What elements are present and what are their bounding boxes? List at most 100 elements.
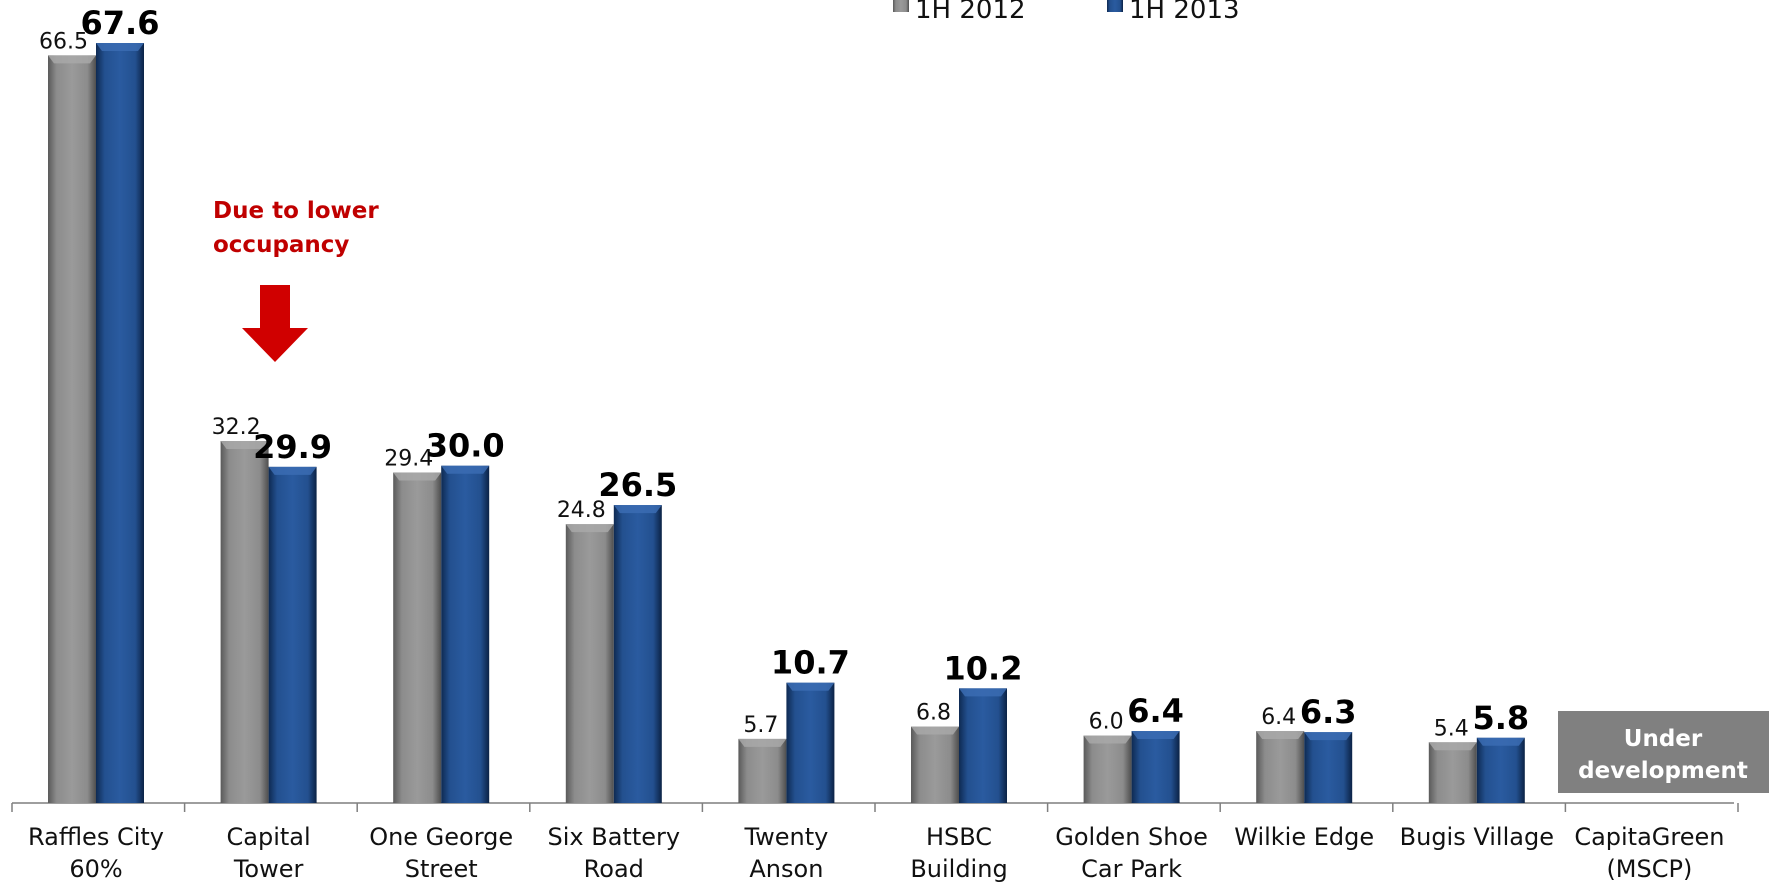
- bar-1h-2013: [786, 682, 835, 803]
- category-label: HSBC: [926, 823, 992, 851]
- occupancy-note-line2: occupancy: [213, 232, 349, 258]
- category-label: Bugis Village: [1400, 823, 1554, 851]
- value-label-2013: 29.9: [253, 428, 332, 466]
- bar-cap: [220, 440, 269, 449]
- bar-1h-2012: [565, 524, 614, 803]
- bar-body: [1304, 732, 1353, 803]
- bar-cap: [738, 738, 787, 747]
- bar-cap: [613, 505, 662, 514]
- bar-1h-2013: [959, 688, 1007, 803]
- value-label-2012: 24.8: [557, 498, 606, 523]
- bar-1h-2012: [393, 472, 442, 803]
- bars: [48, 43, 1525, 803]
- category-label: Wilkie Edge: [1234, 823, 1374, 851]
- bar-1h-2012: [1256, 731, 1305, 803]
- bar-1h-2013: [96, 43, 144, 803]
- value-labels: 66.567.6 32.229.9 29.430.0 24.826.5 5.7 10.7 6…: [39, 4, 1529, 741]
- legend-label-2013: 1H 2013: [1129, 0, 1240, 25]
- bar-1h-2012: [220, 440, 269, 803]
- bar-body: [96, 43, 144, 803]
- value-label-2012: 6.8: [916, 701, 951, 726]
- bar-cap: [959, 688, 1007, 697]
- legend: 1H 2012 1H 2013: [893, 0, 1240, 25]
- category-label: Six Battery: [548, 823, 681, 851]
- bar-1h-2012: [1083, 735, 1132, 803]
- bar-1h-2013: [441, 465, 490, 803]
- category-label: CapitaGreen: [1574, 823, 1724, 851]
- bar-1h-2013: [1131, 731, 1180, 803]
- category-labels: Raffles City 60% Capital Tower One George Str…: [28, 823, 1724, 883]
- bar-1h-2012: [1428, 742, 1477, 803]
- bar-1h-2013: [268, 466, 317, 803]
- value-label-2013: 5.8: [1472, 699, 1529, 737]
- category-label: Car Park: [1081, 855, 1182, 883]
- bar-body: [613, 505, 662, 803]
- development-box: Under development: [1558, 711, 1769, 793]
- bar-body: [1428, 742, 1477, 803]
- category-label: (MSCP): [1606, 855, 1692, 883]
- bar-body: [48, 55, 96, 803]
- bar-body: [441, 465, 490, 803]
- bar-body: [268, 466, 317, 803]
- category-label: Capital: [227, 823, 311, 851]
- category-label: Road: [584, 855, 644, 883]
- bar-cap: [1304, 732, 1353, 741]
- development-box-bg: [1558, 711, 1769, 793]
- category-label: One George: [369, 823, 513, 851]
- bar-body: [738, 738, 787, 803]
- bar-1h-2012: [738, 738, 787, 803]
- bar-1h-2012: [911, 726, 959, 803]
- bar-1h-2013: [613, 505, 662, 803]
- category-label: Tower: [233, 855, 304, 883]
- category-label: 60%: [69, 855, 122, 883]
- legend-label-2012: 1H 2012: [915, 0, 1026, 25]
- value-label-2013: 10.7: [771, 644, 850, 682]
- category-label: Raffles City: [28, 823, 164, 851]
- bar-cap: [96, 43, 144, 51]
- development-note-line2: development: [1578, 758, 1748, 784]
- bar-cap: [1131, 731, 1180, 740]
- bar-cap: [1476, 737, 1525, 746]
- bar-cap: [1256, 731, 1305, 740]
- category-label: Twenty: [743, 823, 828, 851]
- value-label-2013: 6.4: [1127, 692, 1184, 730]
- category-label: Building: [910, 855, 1007, 883]
- bar-cap: [1083, 735, 1132, 744]
- bar-body: [1131, 731, 1180, 803]
- value-label-2012: 29.4: [384, 446, 433, 471]
- legend-swatch-2013: [1107, 0, 1123, 12]
- bar-body: [786, 682, 835, 803]
- legend-swatch-2012: [893, 0, 909, 12]
- value-label-2012: 6.4: [1261, 705, 1296, 730]
- bar-1h-2012: [48, 55, 96, 803]
- bar-cap: [48, 55, 96, 64]
- down-arrow-icon: [242, 285, 308, 362]
- category-label: Anson: [749, 855, 823, 883]
- bar-body: [1256, 731, 1305, 803]
- value-label-2013: 10.2: [944, 649, 1023, 687]
- category-label: Golden Shoe: [1055, 823, 1208, 851]
- bar-1h-2013: [1476, 737, 1525, 803]
- bar-body: [959, 688, 1007, 803]
- bar-body: [1083, 735, 1132, 803]
- bar-1h-2013: [1304, 732, 1353, 803]
- value-label-2013: 30.0: [426, 427, 505, 465]
- bar-body: [393, 472, 442, 803]
- occupancy-annotation: Due to lower occupancy: [213, 198, 379, 362]
- bar-cap: [565, 524, 614, 533]
- value-label-2013: 67.6: [81, 4, 160, 42]
- occupancy-note-line1: Due to lower: [213, 198, 379, 224]
- development-note-line1: Under: [1624, 726, 1703, 752]
- value-label-2013: 26.5: [598, 466, 677, 504]
- bar-cap: [268, 466, 317, 475]
- x-axis-ticks: [11, 803, 1739, 812]
- bar-body: [1476, 737, 1525, 803]
- value-label-2012: 5.7: [743, 713, 778, 738]
- bar-cap: [393, 472, 442, 481]
- category-label: Street: [405, 855, 478, 883]
- value-label-2012: 66.5: [39, 29, 88, 54]
- value-label-2012: 6.0: [1089, 710, 1124, 735]
- bar-body: [565, 524, 614, 803]
- bar-cap: [911, 726, 959, 735]
